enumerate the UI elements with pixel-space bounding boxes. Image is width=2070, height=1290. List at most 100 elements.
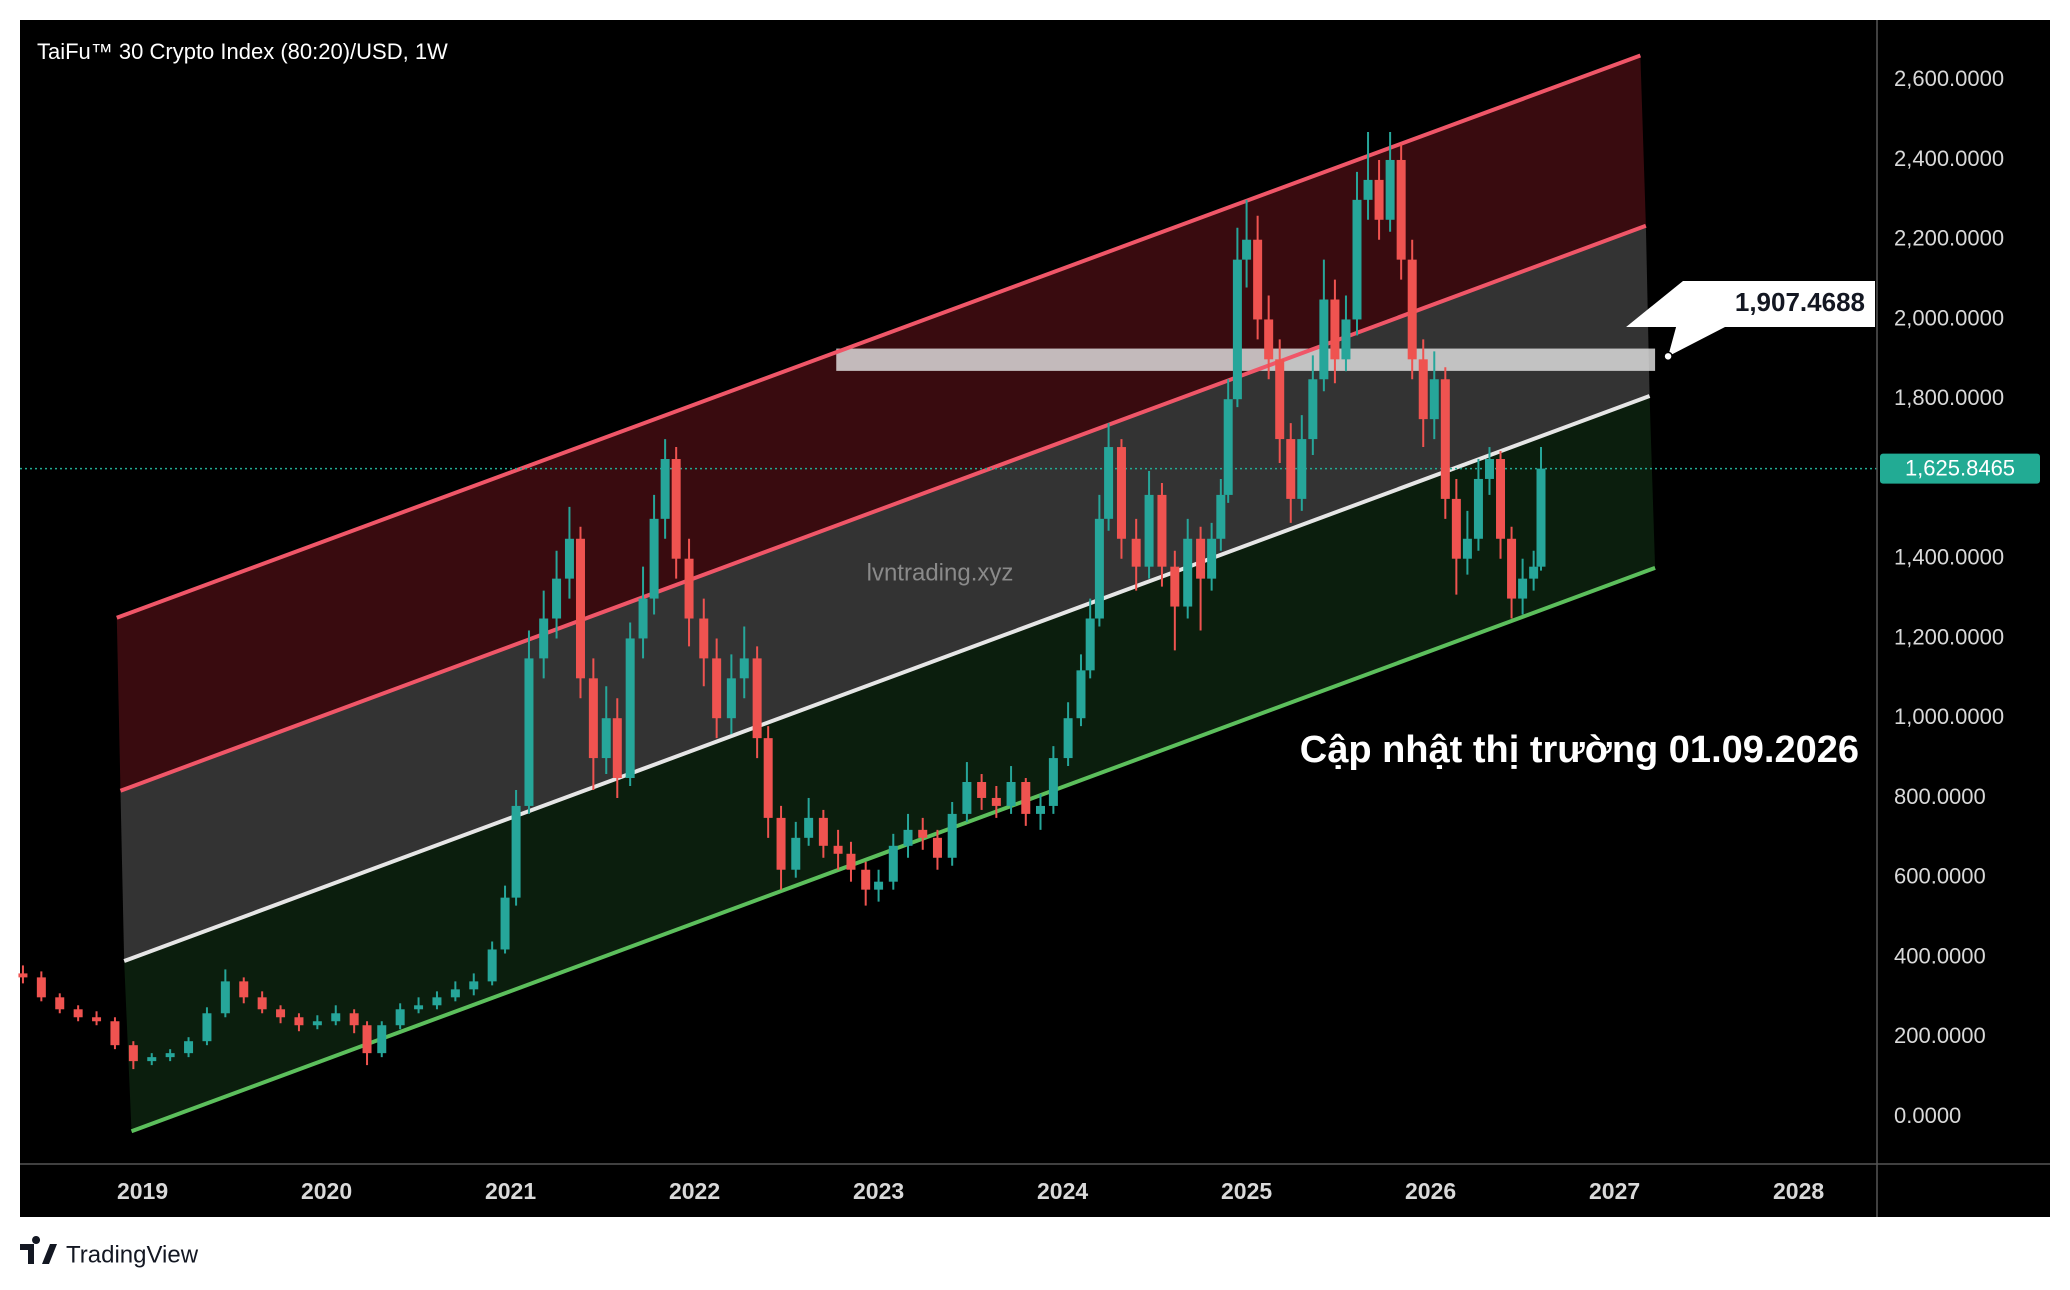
candle-body	[918, 829, 928, 838]
candle-body	[1048, 758, 1058, 806]
x-tick-label: 2025	[1221, 1178, 1272, 1204]
candle-body	[524, 658, 534, 806]
candle-body	[362, 1025, 372, 1054]
candle-body	[312, 1021, 322, 1026]
chart-title: TaiFu™ 30 Crypto Index (80:20)/USD, 1W	[37, 39, 448, 64]
candle-body	[1518, 578, 1528, 599]
candle-body	[1429, 379, 1439, 420]
candle-body	[1242, 239, 1252, 260]
candle-body	[1484, 459, 1494, 479]
candle-body	[1207, 538, 1217, 579]
candle-body	[1407, 259, 1417, 360]
candle-body	[1418, 359, 1428, 420]
candle-body	[73, 1009, 83, 1018]
channel-line	[119, 223, 1647, 793]
candle-body	[977, 782, 987, 798]
candle-body	[1352, 199, 1362, 320]
candle-body	[1330, 299, 1340, 360]
candle-body	[257, 997, 267, 1010]
x-tick-label: 2024	[1037, 1178, 1088, 1204]
candle-body	[1264, 319, 1274, 360]
candle-body	[1216, 494, 1226, 539]
y-tick-label: 1,200.0000	[1894, 624, 2004, 649]
brand-name: TradingView	[66, 1241, 199, 1268]
candle-body	[1363, 179, 1373, 200]
candle-body	[726, 678, 736, 719]
candle-body	[487, 949, 497, 982]
candle-body	[1223, 399, 1233, 495]
y-tick-label: 2,400.0000	[1894, 146, 2004, 171]
candle-body	[1144, 494, 1154, 567]
candle-body	[450, 989, 460, 998]
candle-body	[469, 981, 479, 990]
candle-body	[552, 578, 562, 619]
last-price-label: 1,625.8465	[1905, 455, 2015, 480]
candle-body	[833, 845, 843, 854]
candle-body	[1319, 299, 1329, 380]
candle-body	[432, 997, 442, 1006]
candle-body	[776, 817, 786, 870]
candle-body	[1451, 498, 1461, 559]
candle-body	[684, 558, 694, 619]
candle-body	[539, 618, 549, 659]
x-tick-label: 2021	[485, 1178, 536, 1204]
candle-body	[818, 817, 828, 846]
candle-body	[128, 1045, 138, 1062]
candle-body	[184, 1041, 194, 1054]
candle-body	[846, 853, 856, 870]
candle-body	[500, 897, 510, 950]
candle-body	[1385, 159, 1395, 220]
y-tick-label: 0.0000	[1894, 1103, 1961, 1128]
x-tick-label: 2023	[853, 1178, 904, 1204]
x-tick-label: 2019	[117, 1178, 168, 1204]
x-tick-label: 2022	[669, 1178, 720, 1204]
candle-body	[1104, 447, 1114, 519]
candle-body	[1297, 439, 1307, 499]
main-layer	[18, 53, 1877, 1134]
candle-body	[1275, 359, 1285, 440]
candle-body	[1196, 538, 1206, 579]
channel-line	[116, 53, 1642, 620]
candle-body	[511, 805, 521, 898]
y-tick-label: 800.0000	[1894, 784, 1986, 809]
candle-body	[294, 1017, 304, 1026]
candle-body	[92, 1017, 102, 1022]
candle-body	[874, 881, 884, 890]
candle-body	[18, 973, 28, 978]
candle-body	[962, 782, 972, 814]
candle-body	[1183, 538, 1193, 607]
level-label: 1,907.4688	[1735, 287, 1865, 317]
candle-body	[331, 1013, 341, 1022]
candle-body	[1076, 670, 1086, 719]
candle-body	[791, 837, 801, 870]
candle-body	[36, 977, 46, 998]
candle-body	[1374, 179, 1384, 220]
candle-body	[1341, 319, 1351, 360]
level-point	[1663, 351, 1673, 362]
candle-body	[1131, 538, 1141, 567]
candle-body	[1462, 538, 1472, 559]
candle-body	[638, 598, 648, 639]
candle-body	[888, 845, 898, 882]
candle-body	[699, 618, 709, 659]
x-tick-label: 2027	[1589, 1178, 1640, 1204]
candle-body	[220, 981, 230, 1014]
candle-body	[1507, 538, 1517, 599]
y-tick-label: 1,000.0000	[1894, 704, 2004, 729]
watermark: lvntrading.xyz	[867, 559, 1014, 586]
candle-body	[804, 817, 814, 838]
y-tick-label: 2,200.0000	[1894, 226, 2004, 251]
candle-body	[1036, 805, 1046, 814]
candle-body	[377, 1025, 387, 1054]
candle-body	[1157, 494, 1167, 567]
candle-body	[575, 538, 585, 679]
channel-zone	[116, 55, 1646, 791]
candle-body	[1396, 159, 1406, 260]
candle-body	[1308, 379, 1318, 440]
candle-body	[147, 1057, 157, 1062]
candle-body	[1170, 566, 1180, 607]
candle-body	[110, 1021, 120, 1046]
